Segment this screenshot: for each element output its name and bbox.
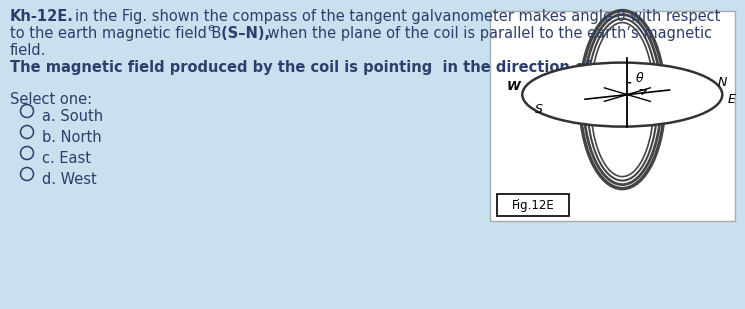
Text: d. West: d. West: [42, 172, 97, 187]
Text: Kh-12E.: Kh-12E.: [10, 9, 74, 24]
Text: S: S: [534, 103, 542, 116]
Ellipse shape: [522, 63, 723, 127]
Text: Fig.12E: Fig.12E: [512, 198, 554, 211]
Text: field.: field.: [10, 43, 46, 58]
Text: $\theta$: $\theta$: [635, 70, 644, 85]
Text: when the plane of the coil is parallel to the earth’s magnetic: when the plane of the coil is parallel t…: [263, 26, 712, 41]
Text: c. East: c. East: [42, 151, 91, 166]
Text: Select one:: Select one:: [10, 92, 92, 107]
Text: e: e: [207, 23, 214, 33]
Text: a. South: a. South: [42, 109, 103, 124]
FancyBboxPatch shape: [497, 194, 569, 216]
Text: The magnetic field produced by the coil is pointing  in the direction of:: The magnetic field produced by the coil …: [10, 60, 597, 75]
Text: W: W: [507, 80, 520, 93]
Text: in the Fig. shown the compass of the tangent galvanometer makes angle θ with res: in the Fig. shown the compass of the tan…: [75, 9, 720, 24]
Text: E: E: [727, 93, 735, 106]
Text: (S–N),: (S–N),: [216, 26, 270, 41]
Text: to the earth magnetic field B: to the earth magnetic field B: [10, 26, 221, 41]
Bar: [490, 11, 735, 221]
Text: N: N: [717, 76, 726, 89]
Text: b. North: b. North: [42, 130, 101, 145]
